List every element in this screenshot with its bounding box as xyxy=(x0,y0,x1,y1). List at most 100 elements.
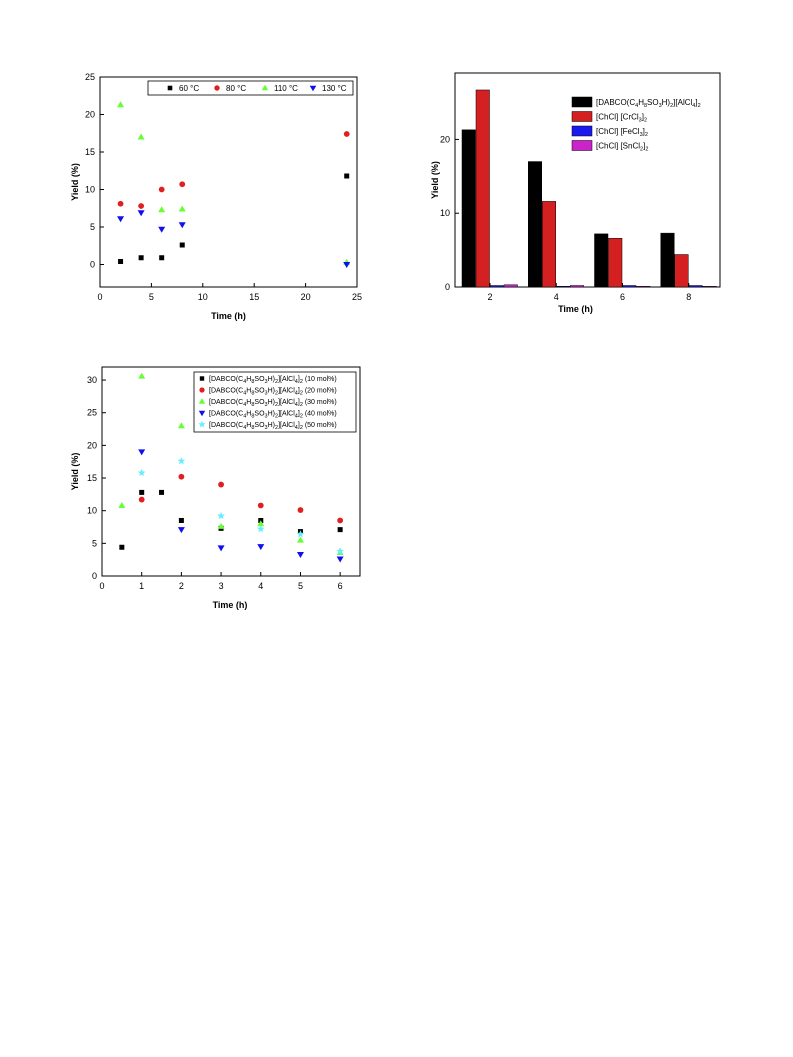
plot-frame xyxy=(101,366,361,577)
legend-text-part: ] xyxy=(643,142,645,151)
x-tick-label: 10 xyxy=(198,292,208,302)
data-point xyxy=(178,473,185,480)
y-tick-label: 15 xyxy=(87,473,97,483)
legend-text-part: H) xyxy=(268,376,275,383)
data-point xyxy=(138,203,145,209)
legend-text-part: ][AlCl xyxy=(278,376,295,383)
data-point xyxy=(217,545,225,552)
legend-subscript: 2 xyxy=(645,146,648,152)
y-tick-label: 15 xyxy=(85,147,95,157)
data-point xyxy=(178,222,186,229)
x-tick-label: 2 xyxy=(179,581,184,591)
x-axis-title: Time (h) xyxy=(558,304,593,314)
data-point xyxy=(218,481,224,488)
data-point xyxy=(177,422,185,429)
data-point xyxy=(296,536,304,543)
x-tick-label: 6 xyxy=(620,292,625,302)
data-point xyxy=(119,544,125,550)
y-axis-title: Yield (%) xyxy=(70,453,80,491)
legend-subscript: 8 xyxy=(251,390,254,396)
legend-text-part: ][AlCl xyxy=(278,422,295,429)
y-tick-label: 5 xyxy=(90,222,95,232)
legend-marker xyxy=(261,84,269,91)
data-point xyxy=(138,449,146,456)
legend-text-part: ] xyxy=(298,399,300,406)
legend-text-part: H) xyxy=(268,388,275,395)
legend-swatch xyxy=(571,125,593,137)
x-axis-title: Time (h) xyxy=(213,600,248,610)
legend-subscript: 4 xyxy=(295,425,298,431)
data-point xyxy=(257,502,264,509)
legend-subscript: 4 xyxy=(295,390,298,396)
legend-subscript: 8 xyxy=(251,379,254,385)
legend-text-part: ][AlCl xyxy=(278,388,295,395)
legend-text-part: ][AlCl xyxy=(673,98,692,107)
legend-subscript: 3 xyxy=(659,103,662,109)
x-tick-label: 4 xyxy=(258,581,263,591)
legend-subscript: 4 xyxy=(243,402,246,408)
legend-label: [DABCO(C4H8SO3H)2][AlCl4]2 xyxy=(596,98,701,109)
data-point xyxy=(343,131,350,137)
legend-subscript: 2 xyxy=(300,390,303,396)
legend-text-part: ] xyxy=(642,113,644,122)
x-axis-title: Time (h) xyxy=(211,311,246,321)
data-point xyxy=(159,255,165,261)
legend-subscript: 4 xyxy=(243,413,246,419)
legend-label: [DABCO(C4H8SO3H)2][AlCl4]2 (10 mol%) xyxy=(209,376,337,385)
legend-text-part: [DABCO(C xyxy=(209,388,243,395)
data-point xyxy=(336,556,344,563)
legend-label: 110 °C xyxy=(274,84,298,93)
y-tick-label: 0 xyxy=(92,571,97,581)
legend-marker xyxy=(199,376,205,381)
data-point xyxy=(217,511,225,520)
legend-text-part: H xyxy=(638,98,644,107)
legend-text-part: H xyxy=(246,388,251,395)
data-point xyxy=(137,468,146,477)
legend-subscript: 2 xyxy=(275,425,278,431)
legend-text-part: H xyxy=(246,411,251,418)
legend-loading: (10 mol%) xyxy=(303,376,337,383)
legend-loading: (30 mol%) xyxy=(303,399,337,406)
chart-catalyst-loading: 0 1 2 3 4 5 6 0 5 10 15 20 25 30 Time (h) Yield (%) [DAB… xyxy=(70,366,361,610)
data-point xyxy=(179,181,186,188)
x-tick-label: 3 xyxy=(219,581,224,591)
data-point xyxy=(138,496,145,503)
bar xyxy=(660,232,675,288)
legend-text-part: H xyxy=(246,399,251,406)
legend-subscript: 3 xyxy=(639,117,642,123)
x-tick-label: 0 xyxy=(97,292,102,302)
legend-subscript: 2 xyxy=(670,103,673,109)
legend-subscript: 2 xyxy=(300,402,303,408)
legend-text-part: ] xyxy=(298,411,300,418)
legend-subscript: 3 xyxy=(265,413,268,419)
legend-subscript: 4 xyxy=(635,103,638,109)
legend-text-part: H) xyxy=(268,422,275,429)
legend-text-part: ] xyxy=(298,388,300,395)
legend-subscript: 4 xyxy=(243,390,246,396)
legend-text-part: [DABCO(C xyxy=(209,376,243,383)
y-tick-label: 10 xyxy=(85,185,95,195)
x-tick-label: 5 xyxy=(149,292,154,302)
bar xyxy=(594,233,609,288)
legend-label: [DABCO(C4H8SO3H)2][AlCl4]2 (20 mol%) xyxy=(209,388,337,397)
legend-subscript: 2 xyxy=(300,379,303,385)
chart-temperature: 0 5 10 15 20 25 0 5 10 15 20 25 Time (h) Yield (%) 60 … xyxy=(70,72,362,321)
legend-text-part: ] xyxy=(298,376,300,383)
legend-subscript: 8 xyxy=(251,425,254,431)
legend-marker xyxy=(309,85,317,92)
legend-marker xyxy=(214,85,220,91)
legend-marker xyxy=(199,387,205,393)
legend-text-part: H) xyxy=(268,399,275,406)
legend-subscript: 3 xyxy=(265,379,268,385)
legend-label: [ChCl] [SnCl2]2 xyxy=(596,142,648,153)
y-tick-label: 25 xyxy=(85,72,95,82)
legend-label: 130 °C xyxy=(322,84,347,93)
legend-text-part: ] xyxy=(695,98,697,107)
bar xyxy=(636,286,651,288)
legend-label: 60 °C xyxy=(179,84,199,93)
legend-label: [DABCO(C4H8SO3H)2][AlCl4]2 (40 mol%) xyxy=(209,411,337,420)
legend-label: [DABCO(C4H8SO3H)2][AlCl4]2 (50 mol%) xyxy=(209,422,337,431)
legend-marker xyxy=(198,420,206,428)
data-point xyxy=(138,255,144,261)
bar xyxy=(461,129,476,288)
